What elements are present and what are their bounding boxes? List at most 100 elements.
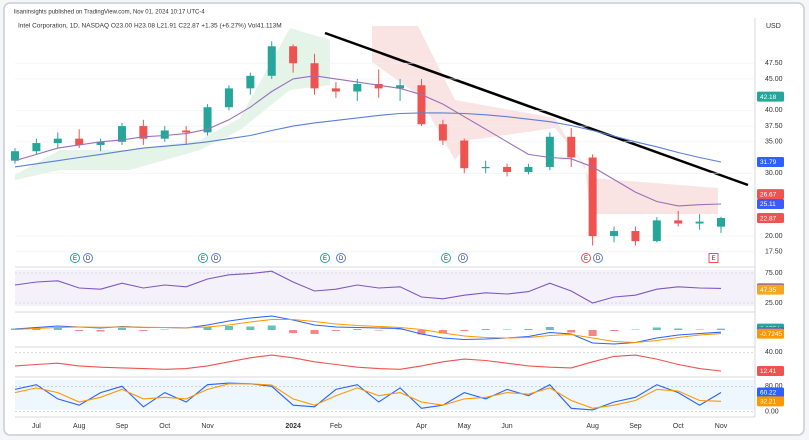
event-icon	[211, 253, 221, 263]
series-line	[14, 382, 722, 411]
price-badge-label: 22.87	[760, 215, 777, 222]
event-label: E	[73, 256, 77, 262]
y-tick-label: 40.00	[765, 349, 783, 356]
trendline	[324, 31, 749, 187]
event-label: E	[711, 256, 715, 262]
histogram-bar	[610, 330, 619, 331]
histogram-bar	[117, 328, 126, 330]
histogram-bar	[53, 328, 62, 330]
candle-body	[224, 88, 233, 108]
histogram-bar	[374, 330, 383, 331]
histogram-bar	[567, 330, 576, 333]
x-tick-label: Aug	[586, 423, 599, 430]
y-tick-label: 40.00	[765, 107, 783, 114]
series-line	[14, 354, 722, 372]
event-icon	[70, 253, 80, 263]
candle-body	[631, 231, 640, 242]
candle-body	[717, 218, 725, 227]
y-tick-label: 45.00	[765, 76, 783, 83]
price-badge	[757, 365, 784, 376]
x-tick-label: Jun	[501, 423, 512, 430]
price-badge-label: -0.7245	[760, 331, 782, 338]
candle-body	[203, 107, 212, 133]
y-tick-label: 20.00	[765, 233, 783, 240]
price-badge-label: 42.18	[760, 94, 777, 101]
price-badge	[757, 198, 784, 209]
series-line	[14, 112, 722, 168]
cloud-green	[15, 28, 330, 180]
x-tick-label: Oct	[159, 423, 170, 430]
histogram-bar	[524, 329, 533, 330]
candle-body	[567, 136, 576, 158]
histogram-bar	[652, 327, 661, 330]
histogram-bar	[353, 329, 362, 330]
event-icon	[708, 253, 719, 263]
candle-body	[396, 85, 405, 89]
events: E D E D E D E D E D E	[70, 253, 719, 263]
candle-body	[417, 85, 426, 125]
histogram-bar	[481, 329, 490, 330]
histogram-bar	[417, 330, 426, 335]
candle-body	[32, 143, 41, 152]
x-tick-label: Jul	[32, 423, 41, 430]
event-label: E	[323, 256, 327, 262]
candle-body	[503, 166, 512, 172]
x-tick-label: May	[458, 423, 472, 430]
event-label: D	[214, 256, 219, 262]
candle-body	[53, 138, 62, 144]
y-tick-label: 30.00	[765, 170, 783, 177]
x-tick-label: Sep	[629, 423, 642, 430]
event-icon	[458, 253, 468, 263]
x-tick-label: Oct	[673, 423, 684, 430]
series-line	[14, 270, 722, 304]
candle-body	[331, 88, 340, 92]
candle-body	[374, 83, 383, 89]
x-tick-label: Nov	[715, 423, 728, 430]
y-tick-label: 75.00	[765, 270, 783, 277]
histogram-bar	[460, 330, 469, 331]
histogram-bar	[246, 326, 255, 330]
event-icon	[593, 253, 603, 263]
candle-body	[674, 220, 683, 224]
event-label: D	[86, 256, 91, 262]
x-tick-label: Feb	[330, 423, 342, 430]
event-label: D	[596, 256, 601, 262]
event-label: D	[339, 256, 344, 262]
histogram-bar	[331, 330, 340, 331]
histogram-bar	[503, 329, 512, 330]
candle-body	[353, 83, 362, 92]
histogram-bar	[631, 329, 640, 330]
y-tick-label: 17.50	[765, 249, 783, 256]
histogram-bar	[396, 329, 405, 330]
candle-body	[460, 140, 469, 169]
histogram-bar	[224, 326, 233, 330]
histogram-bar	[96, 330, 105, 332]
histogram-bar	[545, 327, 554, 330]
price-badge	[757, 91, 784, 102]
histogram-bar	[203, 327, 212, 330]
histogram-bar	[310, 330, 319, 334]
histogram-bar	[139, 330, 148, 331]
price-badge-label: 32.21	[760, 399, 777, 406]
price-badge	[757, 328, 784, 339]
histogram-bar	[588, 330, 597, 336]
histogram-bar	[438, 330, 447, 334]
price-badge	[757, 189, 784, 200]
candle-body	[117, 126, 126, 142]
candle-body	[289, 46, 298, 64]
candle-body	[524, 166, 533, 172]
candle-body	[438, 124, 447, 141]
y-tick-label: 47.50	[765, 60, 783, 67]
publisher-line: lisaninsights published on TradingView.c…	[14, 10, 205, 16]
price-badge	[757, 284, 784, 295]
price-badge-label: 12.41	[760, 368, 777, 375]
price-badge	[757, 396, 784, 407]
event-icon	[320, 253, 330, 263]
y-tick-label: 80.00	[765, 383, 783, 390]
y-tick-label: 25.00	[765, 300, 783, 307]
price-badge	[757, 213, 784, 224]
y-tick-label: 0.00	[765, 408, 779, 415]
candle-body	[267, 46, 276, 76]
event-icon	[581, 253, 591, 263]
event-icon	[198, 253, 208, 263]
